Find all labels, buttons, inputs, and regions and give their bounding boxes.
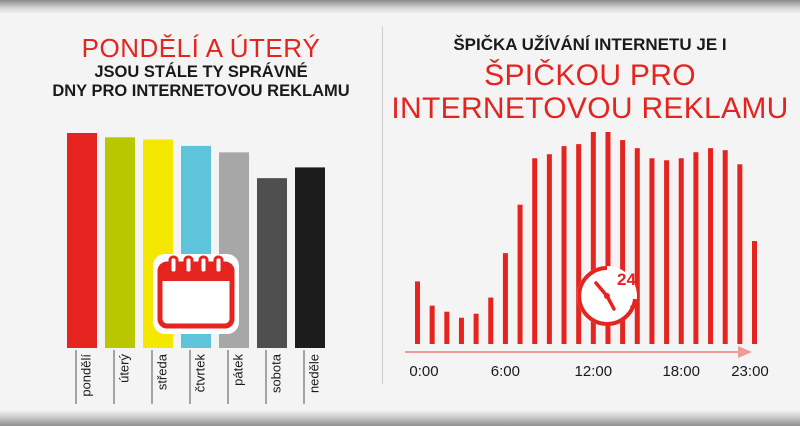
right-title-line1: ŠPIČKA UŽÍVÁNÍ INTERNETU JE I (453, 35, 727, 54)
hour-bar (415, 281, 420, 344)
weekday-bar (67, 133, 97, 348)
hour-bar (752, 241, 757, 344)
weekday-label: středa (155, 353, 170, 390)
hour-bar (620, 140, 626, 344)
hour-tick-label: 18:00 (662, 363, 700, 380)
right-title-highlight2: INTERNETOVOU REKLAMU (391, 91, 789, 125)
time-axis-arrow (738, 346, 752, 358)
hour-tick-label: 12:00 (575, 363, 613, 380)
hour-bar (532, 158, 538, 344)
hour-tick-label: 6:00 (491, 363, 520, 380)
hour-bar (576, 144, 582, 344)
hour-bar (708, 148, 714, 344)
hour-bar (693, 152, 699, 344)
hour-bar (444, 311, 450, 344)
weekday-label: pátek (231, 354, 246, 386)
hour-bar (678, 158, 684, 344)
weekday-bar (295, 167, 325, 348)
hour-bar (605, 132, 611, 344)
hour-bar (737, 164, 743, 344)
weekday-bar (105, 137, 135, 348)
weekday-label: neděle (307, 354, 322, 393)
hour-tick-label: 23:00 (731, 363, 769, 380)
hour-bar (502, 253, 508, 344)
top-frame (0, 0, 800, 14)
left-panel-title: PONDĚLÍ A ÚTERÝ JSOU STÁLE TY SPRÁVNÉ DN… (40, 33, 362, 100)
right-panel-title: ŠPIČKA UŽÍVÁNÍ INTERNETU JE I ŠPIČKOU PR… (390, 35, 790, 125)
weekday-label: sobota (269, 353, 284, 393)
hour-bar (634, 148, 640, 344)
weekday-bar (257, 178, 287, 348)
svg-text:24: 24 (617, 270, 636, 289)
hour-bar (561, 146, 567, 344)
weekday-label: úterý (117, 354, 132, 383)
hour-bar (517, 204, 523, 344)
left-title-line3: DNY PRO INTERNETOVOU REKLAMU (52, 81, 350, 100)
right-title-highlight1: ŠPIČKOU PRO (484, 58, 696, 92)
hour-bar (546, 154, 552, 344)
left-title-highlight: PONDĚLÍ A ÚTERÝ (81, 33, 321, 63)
hour-bar (458, 317, 464, 344)
hour-bar (722, 150, 728, 344)
left-title-line2: JSOU STÁLE TY SPRÁVNÉ (94, 63, 308, 82)
weekday-label: pondělí (79, 354, 94, 397)
hour-bar (488, 297, 494, 344)
hour-tick-label: 0:00 (409, 363, 438, 380)
hour-bar (664, 160, 670, 344)
bottom-frame (0, 410, 800, 426)
clock-24-icon: 24 (577, 266, 637, 326)
hour-bar (473, 313, 479, 344)
calendar-icon (153, 254, 239, 334)
hour-bar (649, 158, 655, 344)
weekday-label: čtvrtek (193, 354, 208, 393)
hour-bar (590, 132, 596, 344)
hour-bar (429, 305, 435, 344)
panel-divider (382, 26, 383, 384)
